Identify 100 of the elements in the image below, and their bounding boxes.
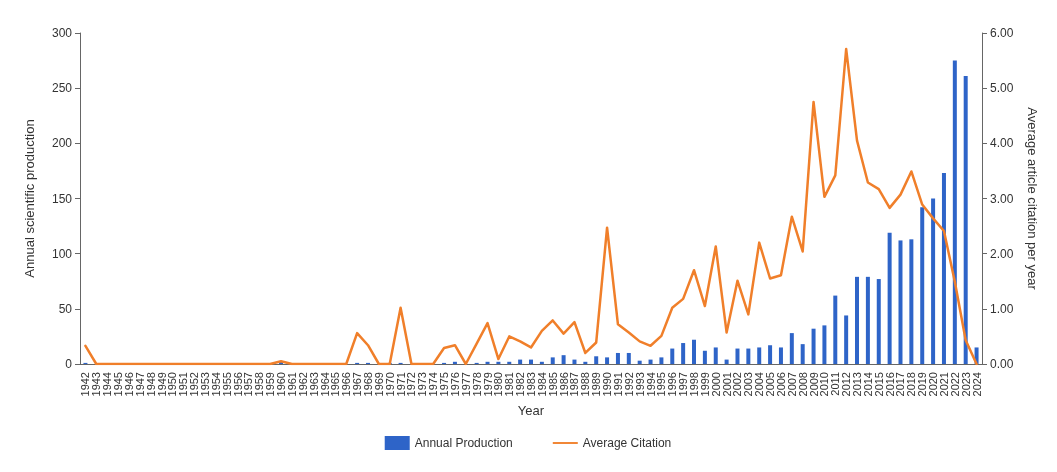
y-tick-label: 200 <box>51 136 73 151</box>
x-tick-label: 2013 <box>851 372 864 397</box>
x-tick-label: 1962 <box>296 372 309 397</box>
y-tick-label: 100 <box>51 246 73 261</box>
x-tick-label: 1944 <box>101 372 114 397</box>
x-tick-label: 1976 <box>448 372 461 397</box>
x-tick-label: 1998 <box>688 372 701 397</box>
x-tick-label: 1945 <box>112 372 125 397</box>
y-tick-label: 50 <box>58 301 73 316</box>
x-tick-label: 1990 <box>601 372 614 397</box>
x-tick-label: 1969 <box>372 372 385 397</box>
x-tick-label: 1987 <box>568 372 581 397</box>
x-tick-label: 1951 <box>177 372 190 397</box>
x-axis-title: Year <box>517 403 545 419</box>
x-tick-label: 2005 <box>764 372 777 397</box>
y-axis-title: Annual scientific production <box>22 119 37 278</box>
x-tick-label: 1985 <box>546 372 559 397</box>
y-tick-label: 150 <box>51 191 73 206</box>
x-tick-label: 2017 <box>894 372 907 397</box>
x-tick-label: 2007 <box>785 372 798 397</box>
x-tick-label: 1961 <box>285 372 298 397</box>
x-tick-label: 2022 <box>948 372 961 397</box>
y-tick-label: 0 <box>65 357 73 371</box>
x-tick-label: 2019 <box>916 372 929 397</box>
x-tick-label: 1973 <box>416 372 429 397</box>
x-tick-label: 1993 <box>633 372 646 397</box>
x-tick-label: 1952 <box>188 372 201 397</box>
y-tick-label: 250 <box>51 81 73 96</box>
legend-label: Average Citation <box>582 436 672 450</box>
x-tick-label: 1988 <box>579 372 592 397</box>
x-tick-label: 2023 <box>959 372 972 397</box>
x-tick-label: 2003 <box>742 372 755 397</box>
x-tick-label: 1963 <box>307 372 320 397</box>
x-tick-label: 1995 <box>655 372 668 397</box>
x-tick-label: 1991 <box>611 372 624 397</box>
y2-tick-label: 6.00 <box>990 26 1014 40</box>
x-tick-label: 2001 <box>720 372 733 397</box>
x-tick-label: 2014 <box>861 372 874 397</box>
y2-tick-label: 4.00 <box>990 136 1014 151</box>
x-tick-label: 1979 <box>481 372 494 397</box>
x-tick-label: 1957 <box>242 372 255 397</box>
x-tick-label: 2011 <box>829 372 842 396</box>
x-tick-label: 1986 <box>557 372 570 397</box>
y2-tick-label: 2.00 <box>990 246 1014 261</box>
x-tick-label: 1953 <box>198 372 211 397</box>
x-tick-label: 1943 <box>90 372 103 397</box>
x-tick-label: 1992 <box>622 372 635 397</box>
x-tick-label: 1970 <box>383 372 396 397</box>
y2-tick-label: 0.00 <box>990 357 1014 371</box>
x-tick-label: 2008 <box>796 372 809 397</box>
x-tick-label: 1964 <box>318 372 331 397</box>
x-tick-label: 2000 <box>709 372 722 397</box>
x-tick-label: 2024 <box>970 372 983 397</box>
x-tick-label: 2018 <box>905 372 918 397</box>
x-tick-label: 2004 <box>753 372 766 397</box>
y2-tick-label: 5.00 <box>990 81 1014 96</box>
y2-tick-label: 1.00 <box>990 301 1014 316</box>
x-tick-label: 1972 <box>405 372 418 397</box>
x-tick-label: 2006 <box>774 372 787 397</box>
y2-axis-title: Average article citation per year <box>1025 107 1040 291</box>
x-tick-label: 1974 <box>427 372 440 397</box>
legend-label: Annual Production <box>414 436 513 450</box>
x-tick-label: 1958 <box>253 372 266 397</box>
x-tick-label: 1971 <box>394 372 407 397</box>
x-tick-label: 1950 <box>166 372 179 397</box>
x-tick-label: 1960 <box>275 372 288 397</box>
x-tick-label: 1942 <box>79 372 92 397</box>
x-tick-label: 1989 <box>590 372 603 397</box>
x-tick-label: 1956 <box>231 372 244 397</box>
y2-tick-label: 3.00 <box>990 191 1014 206</box>
x-tick-label: 1959 <box>264 372 277 397</box>
x-tick-label: 1982 <box>514 372 527 397</box>
x-tick-label: 1955 <box>220 372 233 397</box>
x-tick-label: 1968 <box>361 372 374 397</box>
x-tick-label: 2015 <box>872 372 885 397</box>
x-tick-label: 1949 <box>155 372 168 397</box>
x-tick-label: 2010 <box>818 372 831 397</box>
x-tick-label: 1996 <box>666 372 679 397</box>
x-tick-label: 1999 <box>698 372 711 397</box>
x-tick-label: 2021 <box>937 372 950 397</box>
x-tick-label: 1947 <box>133 372 146 397</box>
x-tick-label: 1975 <box>438 372 451 397</box>
x-tick-label: 1946 <box>122 372 135 397</box>
x-tick-label: 1978 <box>470 372 483 397</box>
x-tick-label: 1997 <box>677 372 690 397</box>
x-tick-label: 1977 <box>459 372 472 397</box>
x-tick-label: 2002 <box>731 372 744 397</box>
x-tick-label: 1948 <box>144 372 157 397</box>
x-tick-label: 1984 <box>535 372 548 397</box>
x-tick-label: 1966 <box>340 372 353 397</box>
x-tick-label: 2009 <box>807 372 820 397</box>
x-tick-label: 2012 <box>840 372 853 397</box>
x-tick-label: 1983 <box>525 372 537 397</box>
x-tick-label: 1981 <box>503 372 516 397</box>
x-tick-label: 1954 <box>209 372 222 397</box>
x-tick-label: 1980 <box>492 372 505 397</box>
x-tick-label: 2020 <box>927 372 940 397</box>
x-tick-label: 1994 <box>644 372 657 397</box>
y-tick-label: 300 <box>51 26 73 40</box>
x-tick-label: 1965 <box>329 372 342 397</box>
